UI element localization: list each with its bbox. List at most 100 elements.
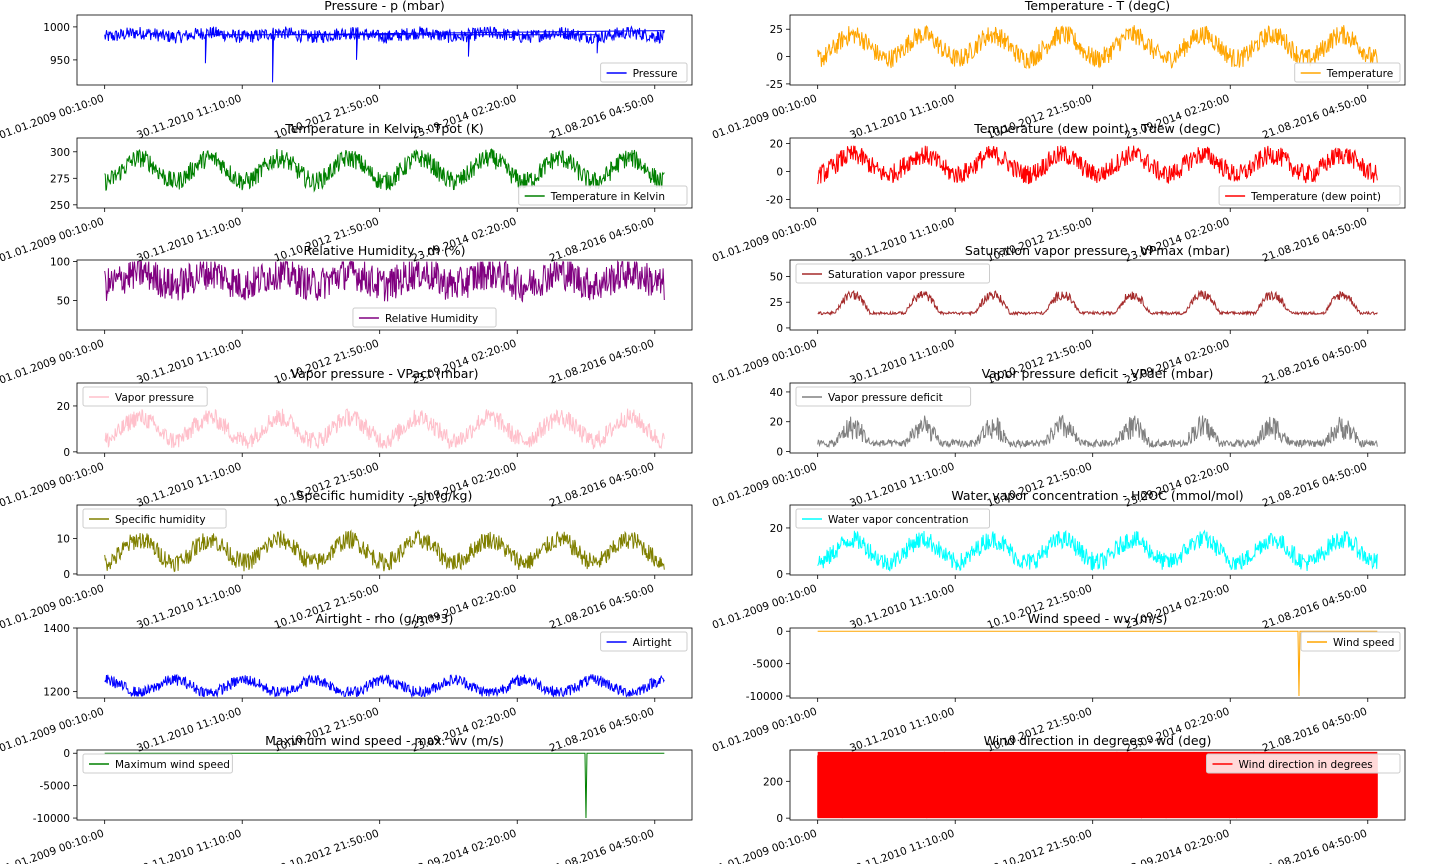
chart-title: Wind speed - wv (m/s) xyxy=(1028,611,1168,626)
y-tick-label: -25 xyxy=(766,79,783,91)
series-line xyxy=(817,24,1378,69)
y-tick-label: 0 xyxy=(776,52,783,64)
x-tick-label: 30.11.2010 11:10:00 xyxy=(848,93,956,142)
x-tick-label: 21.08.2016 04:50:00 xyxy=(1261,338,1369,387)
y-tick-label: 25 xyxy=(770,24,783,36)
legend-box xyxy=(795,263,990,284)
legend: Pressure xyxy=(600,62,688,83)
legend: Vapor pressure deficit xyxy=(795,386,972,407)
series-line xyxy=(104,752,665,819)
legend: Relative Humidity xyxy=(352,307,497,328)
legend-box xyxy=(1300,631,1401,652)
legend-label: Vapor pressure xyxy=(115,392,194,404)
y-tick-label: 40 xyxy=(770,387,783,399)
y-tick-label: 0 xyxy=(776,323,783,335)
legend-label: Specific humidity xyxy=(115,514,206,526)
chart-title: Relative Humidity - rh (%) xyxy=(304,243,466,258)
x-tick-label: 01.01.2009 00:10:00 xyxy=(711,583,819,632)
x-tick-label: 21.08.2016 04:50:00 xyxy=(1261,93,1369,142)
x-tick-label: 30.11.2010 11:10:00 xyxy=(135,93,243,142)
y-tick-label: 300 xyxy=(50,147,70,159)
axes-frame xyxy=(789,382,1406,454)
y-tick-label: -5000 xyxy=(39,781,70,793)
axes-frame xyxy=(76,14,693,86)
x-tick-label: 01.01.2009 00:10:00 xyxy=(711,706,819,755)
x-tick-label: 21.08.2016 04:50:00 xyxy=(548,828,656,864)
chart-title: Temperature - T (degC) xyxy=(1024,0,1170,13)
axes-frame xyxy=(76,749,693,821)
x-tick-label: 01.01.2009 00:10:00 xyxy=(711,461,819,510)
chart-title: Vapor pressure - VPact (mbar) xyxy=(291,366,479,381)
legend: Wind speed xyxy=(1300,631,1401,652)
x-tick-label: 01.01.2009 00:10:00 xyxy=(0,338,106,387)
legend-box xyxy=(1218,185,1401,206)
legend: Temperature in Kelvin xyxy=(518,185,688,206)
y-tick-label: 0 xyxy=(776,813,783,825)
legend-box xyxy=(352,307,497,328)
legend-label: Temperature in Kelvin xyxy=(550,191,665,203)
legend-box xyxy=(1206,753,1401,774)
y-tick-label: -10000 xyxy=(746,691,783,703)
legend-label: Vapor pressure deficit xyxy=(828,392,943,404)
axes-frame xyxy=(76,504,693,576)
legend: Airtight xyxy=(600,631,688,652)
x-tick-label: 30.11.2010 11:10:00 xyxy=(135,338,243,387)
y-tick-label: 20 xyxy=(770,417,783,429)
y-tick-label: -20 xyxy=(766,195,783,207)
x-tick-label: 01.01.2009 00:10:00 xyxy=(0,828,106,864)
legend-label: Relative Humidity xyxy=(385,313,478,325)
legend-box xyxy=(82,753,233,774)
axes-frame xyxy=(789,14,1406,86)
x-tick-label: 30.11.2010 11:10:00 xyxy=(135,216,243,265)
y-tick-label: 250 xyxy=(50,200,70,212)
x-tick-label: 10.10.2012 21:50:00 xyxy=(273,828,381,864)
x-tick-label: 30.11.2010 11:10:00 xyxy=(135,461,243,510)
x-tick-label: 21.08.2016 04:50:00 xyxy=(1261,461,1369,510)
x-tick-label: 30.11.2010 11:10:00 xyxy=(848,828,956,864)
x-tick-label: 23.09.2014 02:20:00 xyxy=(1123,828,1231,864)
series-line xyxy=(104,260,665,303)
chart-title: Water vapor concentration - H2OC (mmol/m… xyxy=(951,488,1243,503)
x-tick-label: 21.08.2016 04:50:00 xyxy=(548,706,656,755)
series-line xyxy=(817,145,1378,185)
legend-label: Wind direction in degrees xyxy=(1239,759,1373,771)
series-line xyxy=(817,289,1378,317)
y-tick-label: 1400 xyxy=(43,623,70,635)
axes-frame xyxy=(76,382,693,454)
series-line xyxy=(104,25,665,83)
legend-box xyxy=(518,185,688,206)
legend-label: Temperature (dew point) xyxy=(1250,191,1381,203)
x-tick-label: 30.11.2010 11:10:00 xyxy=(848,461,956,510)
legend: Vapor pressure xyxy=(82,386,208,407)
axes-frame xyxy=(789,504,1406,576)
x-tick-label: 01.01.2009 00:10:00 xyxy=(0,706,106,755)
y-tick-label: 200 xyxy=(763,776,783,788)
axes-frame xyxy=(76,259,693,331)
y-tick-label: 0 xyxy=(63,569,70,581)
y-tick-label: 25 xyxy=(770,297,783,309)
x-tick-label: 01.01.2009 00:10:00 xyxy=(0,461,106,510)
legend-box xyxy=(82,508,227,529)
x-tick-label: 21.08.2016 04:50:00 xyxy=(1261,216,1369,265)
subplot-13: Maximum wind speed - max. wv (m/s) -10000… xyxy=(0,733,693,864)
y-tick-label: 0 xyxy=(776,626,783,638)
legend: Temperature xyxy=(1294,62,1401,83)
x-tick-label: 21.08.2016 04:50:00 xyxy=(548,93,656,142)
legend: Wind direction in degrees xyxy=(1206,753,1401,774)
legend-box xyxy=(795,508,990,529)
y-tick-label: 1000 xyxy=(43,22,70,34)
chart-title: Temperature in Kelvin - Tpot (K) xyxy=(284,121,484,136)
legend-label: Saturation vapor pressure xyxy=(828,269,965,281)
x-tick-label: 21.08.2016 04:50:00 xyxy=(548,216,656,265)
chart-title: Temperature (dew point) - Tdew (degC) xyxy=(973,121,1221,136)
series-line xyxy=(817,529,1378,572)
chart-title: Pressure - p (mbar) xyxy=(324,0,444,13)
y-tick-label: 0 xyxy=(776,569,783,581)
legend: Temperature (dew point) xyxy=(1218,185,1401,206)
legend-box xyxy=(1294,62,1401,83)
y-tick-label: 950 xyxy=(50,55,70,67)
chart-title: Wind direction in degrees - wd (deg) xyxy=(984,733,1212,748)
x-tick-label: 01.01.2009 00:10:00 xyxy=(0,93,106,142)
series-line xyxy=(817,630,1378,697)
y-tick-label: 0 xyxy=(776,447,783,459)
